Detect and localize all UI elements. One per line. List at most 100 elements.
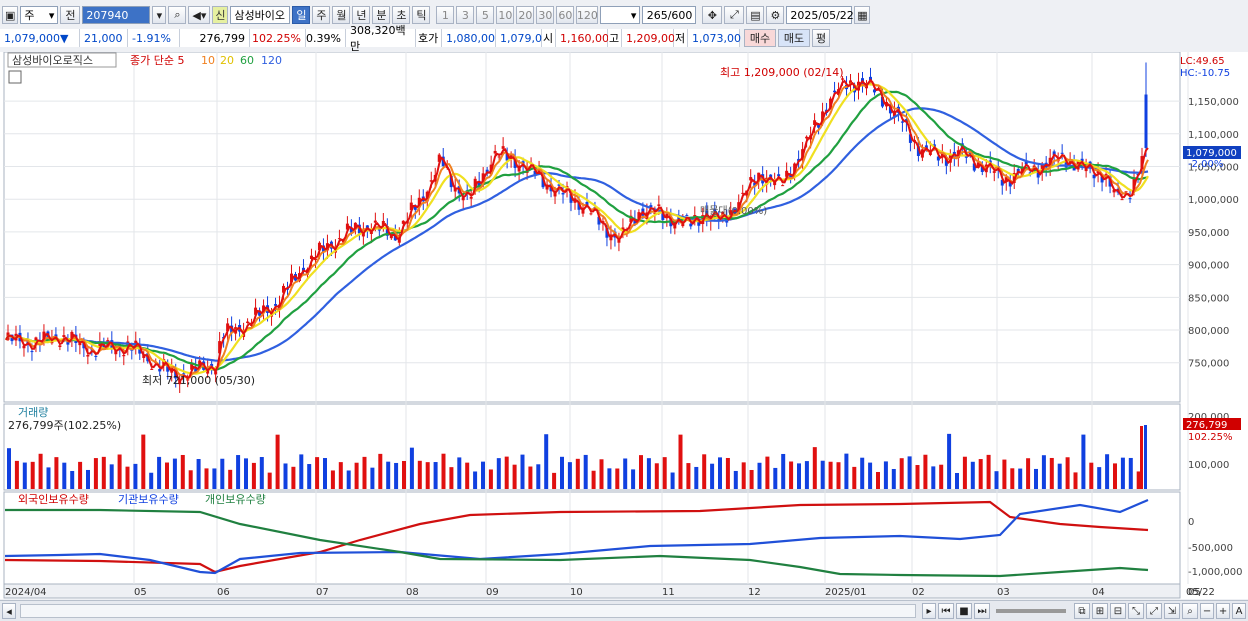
stock-chart[interactable]: 1,150,000 1,100,000 1,050,000 1,000,000 950,… <box>0 52 1248 599</box>
volume-bar <box>512 464 517 489</box>
layout-icon[interactable]: ▣ <box>2 6 19 24</box>
volume-bar <box>157 456 162 489</box>
code-dropdown-icon[interactable]: ▾ <box>152 6 167 24</box>
candle-body <box>409 202 413 211</box>
zoom-icon[interactable]: ⤢ <box>724 6 745 24</box>
volume-bar <box>370 467 375 489</box>
volume-bar <box>457 457 462 489</box>
play-icon[interactable]: ▸ <box>922 603 936 619</box>
eval-button[interactable]: 평 <box>812 29 830 47</box>
interval-5[interactable]: 5 <box>476 6 495 24</box>
tab-day[interactable]: 일 <box>292 6 311 24</box>
minus-icon[interactable]: − <box>1200 603 1214 619</box>
count-display[interactable]: 265/600 <box>642 6 697 24</box>
candle-body <box>817 124 821 128</box>
volume-bar <box>275 434 280 489</box>
gear-icon[interactable]: ⚙ <box>766 6 785 24</box>
stock-name[interactable]: 삼성바이오 <box>230 6 291 24</box>
volume-bar <box>212 468 217 489</box>
credit-badge[interactable]: 신 <box>212 6 229 24</box>
candle-body <box>1040 164 1044 173</box>
zoom-search-icon[interactable]: ⌕ <box>1182 603 1198 619</box>
tab-week[interactable]: 주 <box>312 6 331 24</box>
table-icon[interactable] <box>8 70 22 84</box>
layout-c-icon[interactable]: ⊟ <box>1110 603 1126 619</box>
interval-60[interactable]: 60 <box>556 6 575 24</box>
tab-minute[interactable]: 분 <box>372 6 391 24</box>
candle-body <box>821 111 825 121</box>
save-icon[interactable]: ▤ <box>746 6 765 24</box>
quote-bar: 1,079,000▼ 21,000 -1.91% 276,799 102.25%… <box>0 24 1248 53</box>
legend-ma120: 120 <box>261 54 282 67</box>
ask-label: 호가 <box>416 29 442 47</box>
candle-body <box>940 153 944 157</box>
calendar-icon[interactable]: ▦ <box>854 6 871 24</box>
volume-bar <box>797 463 801 489</box>
layout-a-icon[interactable]: ⧉ <box>1074 603 1090 619</box>
tab-second[interactable]: 초 <box>392 6 411 24</box>
candle-body <box>1000 179 1004 186</box>
volume-bar <box>54 457 59 489</box>
volume-bar <box>828 461 833 489</box>
plus-icon[interactable]: + <box>1216 603 1230 619</box>
scroll-left-icon[interactable]: ◂ <box>2 603 16 619</box>
candle-body <box>1112 189 1116 193</box>
interval-input[interactable]: ▾ <box>600 6 641 24</box>
volume-bar <box>1065 457 1070 489</box>
scroll-track[interactable] <box>20 604 916 618</box>
candle-body <box>353 222 357 230</box>
interval-1[interactable]: 1 <box>436 6 455 24</box>
tool-c-icon[interactable]: ⇲ <box>1164 603 1180 619</box>
period-select[interactable]: 주 ▾ <box>20 6 59 24</box>
interval-10[interactable]: 10 <box>496 6 515 24</box>
interval-20[interactable]: 20 <box>516 6 535 24</box>
volume-bar <box>607 468 612 489</box>
layout-b-icon[interactable]: ⊞ <box>1092 603 1108 619</box>
date-axis-label: 05 <box>1188 587 1201 598</box>
trade-amount: 308,320백만 <box>346 24 416 53</box>
interval-3[interactable]: 3 <box>456 6 475 24</box>
tool-a-icon[interactable]: ⤡ <box>1128 603 1144 619</box>
candle-body <box>537 170 541 173</box>
stock-code-input[interactable]: 207940 <box>82 6 151 24</box>
candle-body <box>1032 165 1036 168</box>
candle-body <box>198 360 202 368</box>
crosshair-icon[interactable]: ✥ <box>702 6 723 24</box>
candle-body <box>805 136 809 139</box>
tab-tick[interactable]: 틱 <box>412 6 431 24</box>
buy-button[interactable]: 매수 <box>744 29 776 47</box>
tool-b-icon[interactable]: ⤢ <box>1146 603 1162 619</box>
volume-bar <box>710 463 715 489</box>
volume-bar <box>449 467 454 489</box>
volume-bar <box>694 466 699 489</box>
zoom-slider[interactable] <box>996 609 1066 613</box>
volume-bar <box>733 470 738 489</box>
volume-bar <box>781 453 786 489</box>
scroll-bar[interactable]: ◂ ▸ ⏮ ■ ⏭ ⧉ ⊞ ⊟ ⤡ ⤢ ⇲ ⌕ − + A <box>0 600 1248 621</box>
forward-icon[interactable]: ⏭ <box>974 603 990 619</box>
speaker-icon[interactable]: ◀▾ <box>188 6 211 24</box>
font-icon[interactable]: A <box>1232 603 1246 619</box>
interval-30[interactable]: 30 <box>536 6 555 24</box>
volume-bar <box>868 462 873 489</box>
prev-button[interactable]: 전 <box>60 6 81 24</box>
tab-month[interactable]: 월 <box>332 6 351 24</box>
candle-body <box>437 154 441 162</box>
sell-button[interactable]: 매도 <box>778 29 810 47</box>
top-toolbar: ▣ 주 ▾ 전 207940 ▾ ⌕ ◀▾ 신 삼성바이오 일 주 월 년 분 초… <box>0 4 1248 26</box>
institution-holding-line <box>4 498 1149 575</box>
stop-icon[interactable]: ■ <box>956 603 972 619</box>
rewind-icon[interactable]: ⏮ <box>938 603 954 619</box>
volume-bar <box>465 462 470 489</box>
candle-body <box>477 180 481 186</box>
date-input[interactable]: 2025/05/22 <box>786 6 854 24</box>
candle-body <box>621 227 625 231</box>
candle-body <box>916 146 920 156</box>
tab-year[interactable]: 년 <box>352 6 371 24</box>
legend-institution: 기관보유수량 <box>118 493 179 506</box>
volume-bar <box>725 457 730 489</box>
search-icon[interactable]: ⌕ <box>168 6 187 24</box>
interval-120[interactable]: 120 <box>576 6 599 24</box>
date-axis-label: 07 <box>316 587 329 598</box>
date-axis-label: 08 <box>406 587 419 598</box>
